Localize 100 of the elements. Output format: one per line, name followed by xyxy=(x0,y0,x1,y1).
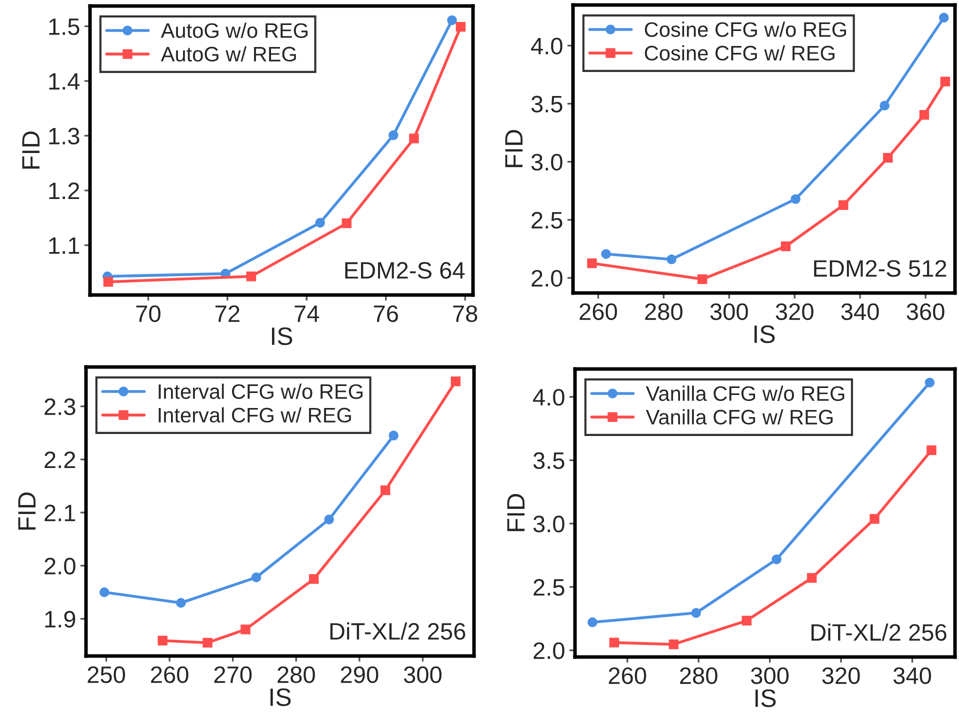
point xyxy=(742,616,752,626)
x-tick-label: 320 xyxy=(776,303,814,320)
point xyxy=(668,639,679,650)
x-tick-label: 260 xyxy=(580,303,617,320)
point xyxy=(388,130,398,140)
point xyxy=(691,608,701,618)
x-tick-label: 78 xyxy=(453,305,478,322)
x-axis-title: IS xyxy=(756,689,776,708)
point xyxy=(588,617,598,628)
point xyxy=(883,152,893,163)
point xyxy=(880,100,890,110)
point xyxy=(609,638,620,648)
x-tick-label: 360 xyxy=(906,303,944,320)
y-tick-label: 2.0 xyxy=(44,558,76,574)
x-tick-label: 300 xyxy=(710,303,748,320)
x-axis-title: IS xyxy=(272,327,292,346)
point xyxy=(772,554,782,564)
annotation: EDM2-S 512 xyxy=(814,260,946,277)
x-axis-title: IS xyxy=(754,325,775,344)
x-tick-label: 70 xyxy=(136,305,160,322)
y-tick-label: 2.2 xyxy=(44,452,76,468)
point xyxy=(790,194,800,204)
point xyxy=(309,574,319,584)
point xyxy=(324,514,334,524)
y-tick-label: 3.0 xyxy=(533,516,564,532)
y-axis-title: FID xyxy=(18,492,36,530)
point xyxy=(697,274,708,284)
legend-label: AutoG w/ REG xyxy=(160,46,296,62)
point xyxy=(601,249,611,259)
point xyxy=(780,241,791,252)
point xyxy=(447,15,457,26)
x-tick-label: 280 xyxy=(278,666,315,684)
y-tick-label: 2.1 xyxy=(44,504,76,522)
legend-label: Interval CFG w/ REG xyxy=(158,407,351,423)
y-tick-label: 1.5 xyxy=(49,18,80,36)
point xyxy=(103,277,114,287)
x-tick-label: 74 xyxy=(294,306,320,322)
y-tick-label: 2.0 xyxy=(534,642,564,660)
x-tick-label: 72 xyxy=(216,305,240,322)
legend-label: Cosine CFG w/ REG xyxy=(644,45,834,61)
y-tick-label: 2.0 xyxy=(532,270,562,287)
x-tick-label: 300 xyxy=(404,666,442,684)
y-tick-label: 3.0 xyxy=(531,154,562,171)
y-axis-title: FID xyxy=(505,130,522,168)
point xyxy=(251,572,262,582)
x-tick-label: 250 xyxy=(88,666,126,684)
y-tick-label: 2.5 xyxy=(532,212,562,229)
y-tick-label: 4.0 xyxy=(531,38,562,54)
point xyxy=(99,587,110,598)
y-tick-label: 4.0 xyxy=(533,388,564,406)
y-tick-label: 1.4 xyxy=(49,73,80,90)
legend-label: AutoG w/o REG xyxy=(160,22,308,38)
y-tick-label: 1.3 xyxy=(49,128,80,145)
y-tick-label: 1.9 xyxy=(45,610,76,628)
point xyxy=(246,272,256,282)
point xyxy=(939,12,949,23)
x-tick-label: 340 xyxy=(841,303,879,320)
y-tick-label: 3.5 xyxy=(533,452,564,470)
point xyxy=(450,376,461,386)
point xyxy=(806,573,817,583)
x-tick-label: 290 xyxy=(340,666,378,684)
point xyxy=(388,430,398,440)
y-tick-label: 2.5 xyxy=(534,579,564,596)
point xyxy=(926,445,936,456)
annotation: DiT-XL/2 256 xyxy=(812,623,946,641)
annotation: DiT-XL/2 256 xyxy=(330,622,466,640)
x-tick-label: 320 xyxy=(822,667,860,684)
point xyxy=(240,624,250,634)
point xyxy=(870,514,880,524)
legend-label: Vanilla CFG w/o REG xyxy=(646,386,844,401)
point xyxy=(456,22,466,32)
point xyxy=(409,134,419,144)
point xyxy=(587,258,597,268)
x-tick-label: 300 xyxy=(751,667,789,684)
y-axis-title: FID xyxy=(507,494,524,532)
x-tick-label: 260 xyxy=(608,667,646,684)
y-tick-label: 3.5 xyxy=(531,96,562,112)
point xyxy=(940,76,950,86)
point xyxy=(315,218,325,228)
point xyxy=(919,110,930,120)
point xyxy=(924,378,935,388)
legend-label: Vanilla CFG w/ REG xyxy=(646,409,833,425)
point xyxy=(380,485,390,496)
x-tick-label: 340 xyxy=(893,667,932,684)
point xyxy=(342,218,352,228)
y-tick-label: 1.2 xyxy=(49,182,80,200)
point xyxy=(176,598,186,608)
y-axis-title: FID xyxy=(22,132,40,169)
x-axis-title: IS xyxy=(270,688,291,706)
annotation: EDM2-S 64 xyxy=(345,262,465,279)
x-tick-label: 280 xyxy=(645,303,682,320)
legend-label: Cosine CFG w/o REG xyxy=(644,22,846,37)
point xyxy=(202,638,212,648)
x-tick-label: 270 xyxy=(214,666,252,684)
x-tick-label: 260 xyxy=(151,666,188,684)
y-tick-label: 2.3 xyxy=(44,398,76,416)
y-tick-label: 1.1 xyxy=(49,238,80,254)
x-tick-label: 76 xyxy=(374,305,398,322)
legend-label: Interval CFG w/o REG xyxy=(158,384,362,399)
point xyxy=(838,200,848,210)
